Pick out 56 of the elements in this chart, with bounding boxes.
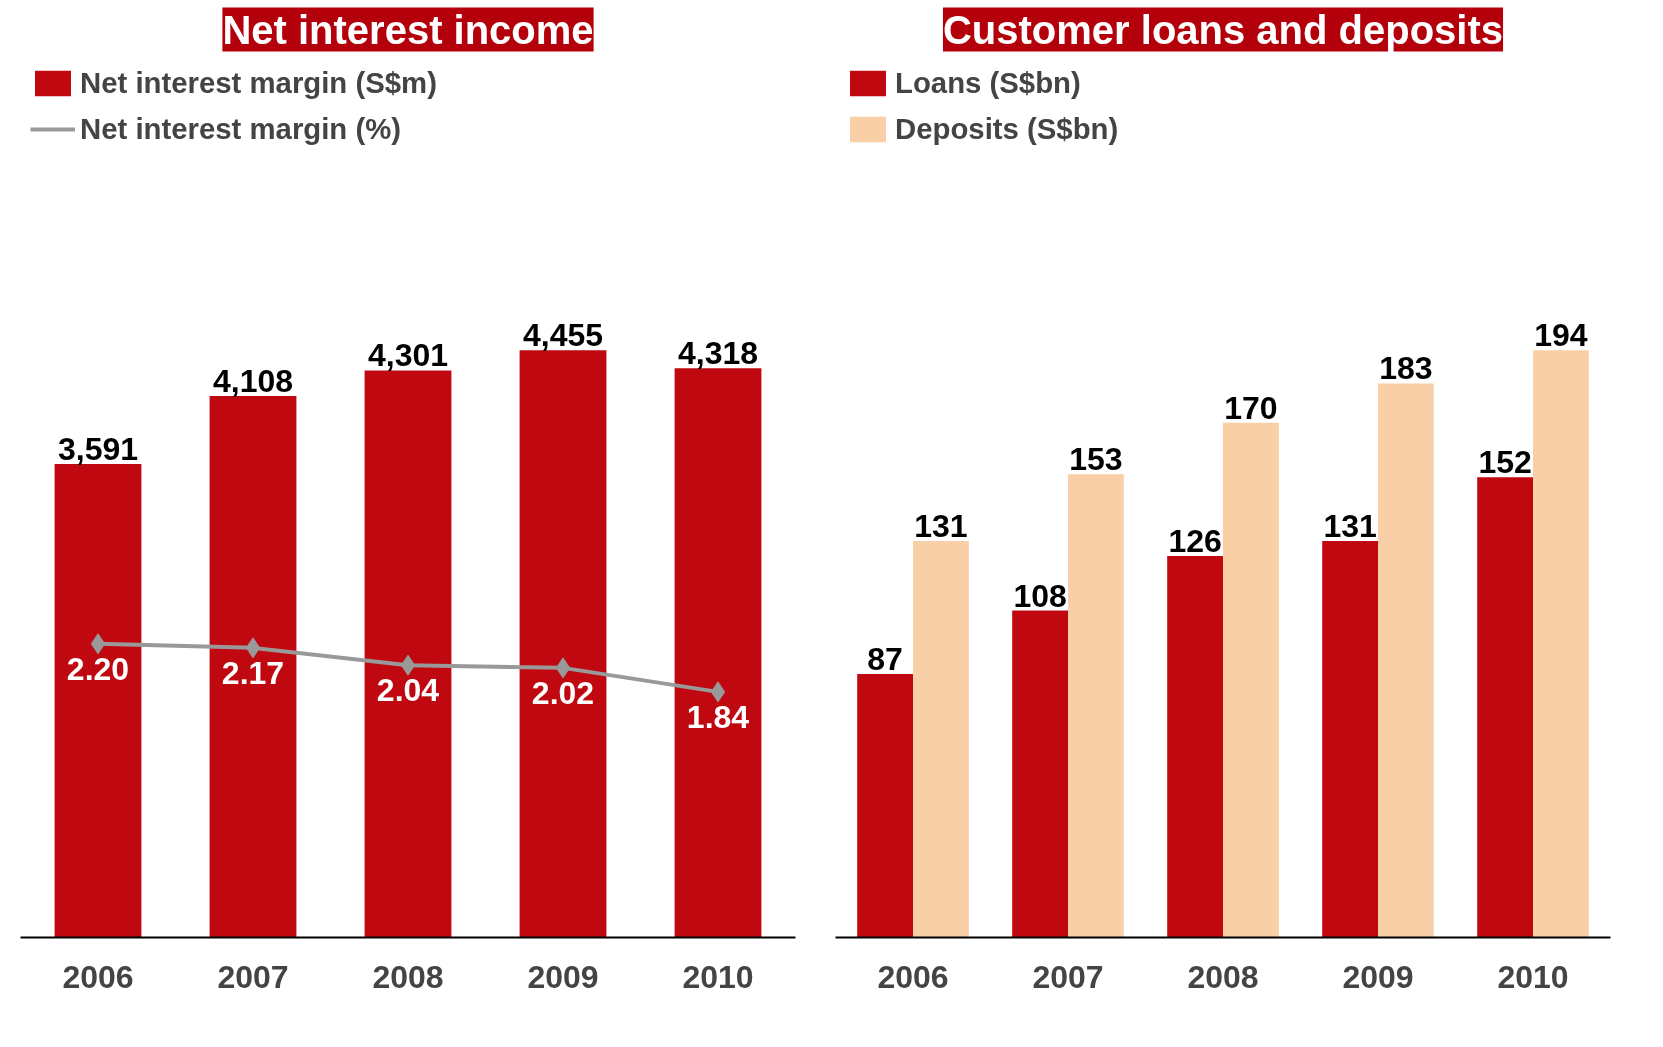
- data-label: 2.20: [66, 650, 130, 687]
- data-label: 87: [867, 641, 903, 678]
- data-label: 131: [1323, 507, 1377, 544]
- legend-label: Deposits (S$bn): [895, 112, 1119, 146]
- point: [710, 681, 726, 703]
- x-tick-label: 2007: [217, 958, 289, 995]
- data-label: 2.02: [531, 674, 595, 711]
- data-label: 4,301: [367, 337, 449, 374]
- x-tick-label: 2006: [62, 958, 134, 995]
- bar: [913, 540, 969, 938]
- x-tick-label: 2009: [527, 958, 599, 995]
- point: [400, 654, 416, 676]
- point: [90, 633, 106, 655]
- point: [245, 637, 261, 659]
- bar: [519, 350, 607, 938]
- bar: [1012, 610, 1068, 938]
- legend-label: Net interest margin (%): [80, 112, 402, 146]
- data-label: 4,318: [677, 335, 759, 372]
- bar: [1167, 556, 1223, 938]
- data-label: 108: [1013, 577, 1067, 614]
- x-tick-label: 2007: [1032, 958, 1104, 995]
- x-tick-label: 2008: [372, 958, 444, 995]
- x-tick-label: 2010: [682, 958, 754, 995]
- data-label: 2.04: [376, 672, 440, 709]
- chart-title: Net interest income: [222, 7, 594, 52]
- data-label: 4,455: [522, 317, 604, 354]
- x-tick-label: 2010: [1497, 958, 1569, 995]
- data-label: 194: [1534, 317, 1588, 354]
- data-label: 131: [914, 507, 968, 544]
- data-label: 4,108: [212, 362, 294, 399]
- x-tick-label: 2006: [877, 958, 949, 995]
- legend-label: Net interest margin (S$m): [80, 66, 437, 100]
- data-label: 183: [1379, 350, 1433, 387]
- data-label: 2.17: [221, 654, 285, 691]
- bar: [1533, 350, 1589, 938]
- data-label: 152: [1478, 444, 1532, 481]
- bar: [674, 368, 762, 938]
- data-label: 170: [1224, 389, 1278, 426]
- chart-title: Customer loans and deposits: [942, 7, 1504, 52]
- bar: [1068, 474, 1124, 938]
- bar: [209, 395, 297, 938]
- bar: [857, 674, 913, 938]
- data-label: 1.84: [686, 698, 750, 735]
- data-label: 126: [1168, 523, 1222, 560]
- legend-label: Loans (S$bn): [895, 66, 1081, 100]
- data-label: 153: [1069, 441, 1123, 478]
- x-tick-label: 2008: [1187, 958, 1259, 995]
- bar: [1223, 422, 1279, 938]
- point: [555, 657, 571, 679]
- data-label: 3,591: [57, 431, 139, 468]
- bar: [1477, 477, 1533, 938]
- bar: [1322, 540, 1378, 938]
- bar: [364, 370, 452, 938]
- bar: [1378, 383, 1434, 938]
- x-tick-label: 2009: [1342, 958, 1414, 995]
- bar: [54, 464, 142, 938]
